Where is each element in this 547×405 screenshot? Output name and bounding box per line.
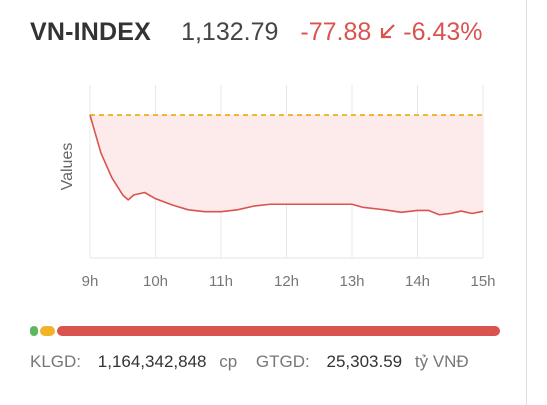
x-tick-label: 9h — [82, 273, 99, 290]
series-line — [89, 114, 484, 216]
x-tick-label: 14h — [405, 273, 430, 290]
decliners-segment — [57, 326, 500, 336]
series-area — [90, 115, 483, 215]
index-value: 1,132.79 — [181, 18, 279, 46]
index-change-percent: -6.43% — [403, 18, 483, 46]
x-tick-label: 15h — [470, 273, 495, 290]
gtgd-value: 25,303.59 — [326, 352, 403, 371]
klgd-label: KLGD: — [30, 352, 82, 371]
index-change: -77.88 — [300, 18, 372, 46]
gtgd-label: GTGD: — [255, 352, 310, 371]
x-tick-label: 13h — [339, 273, 364, 290]
index-card: VN-INDEX 1,132.79 -77.88 -6.43% 9h 10h 11h… — [30, 0, 527, 405]
klgd-value: 1,164,342,848 — [97, 352, 207, 371]
gtgd-unit: tỷ VNĐ — [414, 352, 469, 371]
arrow-down-left-icon — [381, 24, 396, 39]
index-name[interactable]: VN-INDEX — [30, 18, 152, 46]
y-axis-label: Values — [59, 143, 76, 191]
x-tick-label: 10h — [143, 273, 168, 290]
x-tick-label: 12h — [274, 273, 299, 290]
market-breadth-bar — [30, 326, 500, 336]
index-header: VN-INDEX 1,132.79 -77.88 -6.43% — [30, 18, 483, 47]
unchanged-segment — [40, 326, 56, 336]
x-tick-label: 11h — [209, 273, 233, 290]
klgd-unit: cp — [219, 352, 238, 371]
advancers-segment — [30, 326, 38, 336]
trading-summary: KLGD: 1,164,342,848 cp GTGD: 25,303.59 t… — [30, 352, 469, 372]
intraday-chart: 9h 10h 11h 12h 13h 14h 15h Values — [59, 85, 496, 290]
